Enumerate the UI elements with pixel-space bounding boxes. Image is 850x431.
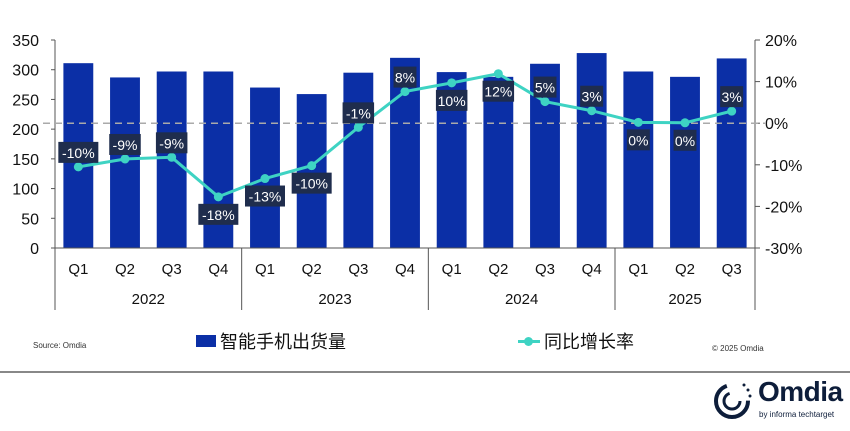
legend-item-growth: 同比增长率 (518, 328, 634, 354)
growth-point (213, 192, 223, 202)
quarter-label: Q2 (675, 261, 695, 278)
growth-point (260, 174, 270, 184)
left-tick-label: 250 (12, 92, 39, 109)
growth-point (447, 78, 457, 88)
bar (576, 53, 607, 249)
omdia-logo-icon (714, 383, 752, 419)
growth-point (633, 117, 643, 127)
data-label-box (626, 129, 650, 151)
right-tick-label: -20% (765, 199, 802, 216)
data-label-box (155, 132, 188, 154)
data-label: 3% (722, 89, 742, 105)
data-label-box (58, 141, 99, 163)
year-label: 2025 (668, 291, 701, 308)
bar (623, 71, 654, 248)
data-label: -10% (295, 176, 328, 192)
quarter-label: Q4 (208, 261, 228, 278)
growth-point (400, 87, 410, 97)
data-label-box (393, 66, 417, 88)
growth-point (353, 122, 363, 132)
source-note: Source: Omdia (33, 341, 87, 350)
legend-line-swatch (518, 335, 540, 347)
growth-point (540, 97, 550, 107)
left-tick-label: 200 (12, 122, 39, 139)
bar (250, 87, 280, 249)
left-tick-label: 300 (12, 63, 39, 80)
data-label: 0% (675, 133, 695, 149)
data-label: 0% (628, 132, 648, 148)
data-label: -13% (249, 189, 282, 205)
data-label: -18% (202, 207, 235, 223)
left-tick-label: 50 (21, 211, 39, 228)
year-label: 2024 (505, 291, 538, 308)
right-tick-label: -30% (765, 241, 802, 258)
left-tick-label: 100 (12, 182, 39, 199)
bar (670, 76, 700, 249)
quarter-label: Q3 (162, 261, 182, 278)
data-label: 3% (582, 89, 602, 105)
data-label-box (673, 129, 697, 151)
chart: 0 50 100 150 200 250 300 350 -30% -20% -10% 0% 10% 20… (12, 33, 802, 310)
quarter-label: Q1 (255, 261, 275, 278)
legend-label: 智能手机出货量 (220, 332, 346, 352)
quarter-label: Q2 (488, 261, 508, 278)
growth-point (73, 162, 83, 172)
right-tick-label: 20% (765, 33, 797, 50)
quarter-label: Q4 (582, 261, 602, 278)
data-label: -9% (159, 135, 184, 151)
quarter-label: Q4 (395, 261, 415, 278)
year-label: 2022 (132, 291, 165, 308)
right-tick-label: 10% (765, 75, 797, 92)
copyright-note: © 2025 Omdia (712, 344, 764, 353)
data-label: -10% (62, 145, 95, 161)
growth-point (167, 152, 177, 162)
growth-point (493, 69, 503, 79)
growth-point (587, 106, 597, 116)
growth-point (307, 161, 317, 171)
logo-wordmark: Omdia (758, 376, 843, 407)
growth-point (727, 106, 737, 116)
legend-label: 同比增长率 (544, 332, 634, 352)
right-tick-label: 0% (765, 116, 788, 133)
year-label: 2023 (318, 291, 351, 308)
growth-point (120, 154, 130, 164)
bar (483, 76, 514, 249)
data-label-box (342, 102, 375, 124)
quarter-label: Q1 (628, 261, 648, 278)
data-label-box (291, 172, 332, 194)
bar (343, 72, 374, 248)
quarter-label: Q2 (115, 261, 135, 278)
growth-point (680, 118, 690, 128)
data-label-box (198, 203, 239, 225)
data-label-box (533, 76, 557, 98)
data-label: 5% (535, 80, 555, 96)
legend-bar-swatch (196, 335, 216, 347)
data-label-box (720, 86, 744, 108)
data-label-box (109, 133, 141, 155)
quarter-label: Q3 (722, 261, 742, 278)
left-tick-label: 0 (30, 241, 39, 258)
left-tick-label: 350 (12, 33, 39, 50)
divider (0, 371, 850, 373)
quarter-label: Q3 (348, 261, 368, 278)
data-label: 8% (395, 70, 415, 86)
right-tick-label: -10% (765, 158, 802, 175)
quarter-label: Q2 (302, 261, 322, 278)
left-tick-label: 150 (12, 152, 39, 169)
omdia-logo: Omdia by informa techtarget (712, 376, 847, 424)
data-label-box (245, 185, 285, 207)
data-label-box (482, 80, 515, 102)
bar (296, 94, 327, 248)
data-label: -9% (113, 137, 138, 153)
quarter-label: Q1 (442, 261, 462, 278)
data-label-box (580, 85, 604, 107)
quarter-label: Q1 (68, 261, 88, 278)
data-label: -1% (346, 105, 371, 121)
data-label: 12% (484, 84, 512, 100)
logo-subtitle: by informa techtarget (759, 410, 835, 419)
quarter-label: Q3 (535, 261, 555, 278)
data-label-box (435, 89, 468, 111)
data-label: 10% (438, 93, 466, 109)
legend-item-shipments: 智能手机出货量 (196, 328, 346, 354)
